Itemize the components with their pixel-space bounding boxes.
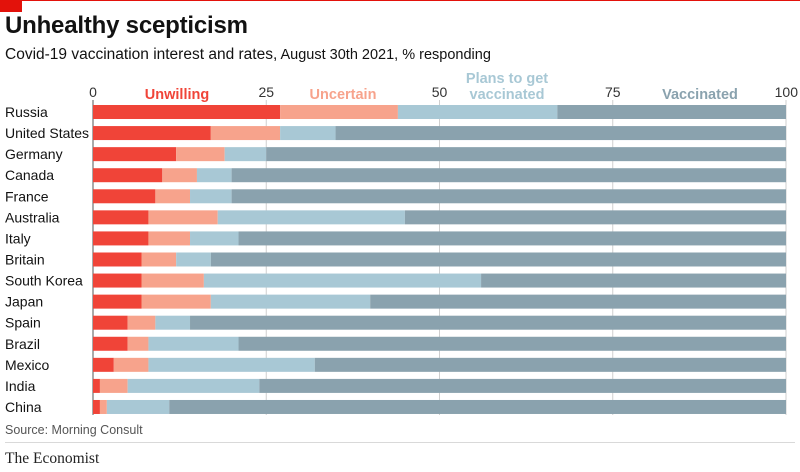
bar-segment: [404, 210, 786, 225]
bar-segment: [176, 147, 225, 162]
legend-label: Plans to get: [466, 71, 548, 87]
category-label: Britain: [5, 251, 45, 267]
bar-segment: [93, 357, 114, 372]
bar-segment: [93, 378, 100, 393]
category-label: Mexico: [5, 357, 50, 373]
category-label: Brazil: [5, 336, 40, 352]
bar-segment: [190, 315, 786, 330]
bar-segment: [127, 336, 149, 351]
bar-segment: [210, 252, 786, 267]
bar-segment: [217, 210, 405, 225]
bar-segment: [127, 315, 156, 330]
x-tick-label: 100: [775, 84, 799, 100]
bar-segment: [259, 378, 786, 393]
bar-segment: [280, 105, 398, 119]
category-label: Canada: [5, 167, 54, 183]
category-label: India: [5, 378, 36, 394]
bar-segment: [196, 168, 232, 183]
source-note: Source: Morning Consult: [5, 423, 143, 437]
category-label: Australia: [5, 209, 60, 225]
x-tick-label: 50: [432, 84, 448, 100]
bar-segment: [93, 168, 163, 183]
bar-segment: [231, 168, 787, 183]
economist-logo: The Economist: [5, 450, 100, 467]
brand-tag: [0, 0, 22, 12]
bar-segment: [231, 189, 787, 204]
bar-segment: [93, 294, 142, 309]
bar-segment: [127, 378, 260, 393]
bar-segment: [557, 105, 786, 119]
bar-segment: [481, 273, 786, 288]
legend-label: Uncertain: [310, 87, 377, 103]
bar-segment: [210, 126, 281, 141]
x-tick-label: 25: [258, 84, 274, 100]
subtitle-main: Covid-19 vaccination interest and rates,: [5, 46, 278, 63]
bar-segment: [397, 105, 558, 119]
category-label: Spain: [5, 315, 41, 331]
bar-segment: [141, 252, 177, 267]
bar-segment: [93, 210, 149, 225]
bar-segment: [224, 147, 267, 162]
category-label: United States: [5, 125, 89, 141]
category-label: South Korea: [5, 273, 83, 289]
category-label: Russia: [5, 104, 48, 120]
bar-segment: [141, 294, 211, 309]
subtitle-rest: August 30th 2021, % responding: [277, 47, 491, 63]
bar-segment: [99, 399, 107, 414]
chart-title: Unhealthy scepticism: [5, 12, 248, 39]
bar-segment: [314, 357, 786, 372]
bar-segment: [280, 126, 336, 141]
x-tick-label: 0: [89, 84, 97, 100]
bar-segment: [93, 273, 142, 288]
bar-segment: [203, 273, 482, 288]
bar-segment: [190, 189, 232, 204]
bar-segment: [93, 126, 211, 141]
category-label: Japan: [5, 294, 43, 310]
bar-segment: [190, 231, 239, 246]
chart-subtitle: Covid-19 vaccination interest and rates,…: [5, 46, 491, 64]
bar-segment: [148, 336, 239, 351]
bar-segment: [93, 147, 177, 162]
bar-segment: [141, 273, 204, 288]
bar-segment: [176, 252, 211, 267]
bar-segment: [99, 378, 128, 393]
bar-segment: [106, 399, 170, 414]
x-tick-label: 75: [605, 84, 621, 100]
bar-segment: [93, 315, 128, 330]
category-label: France: [5, 188, 49, 204]
bar-segment: [266, 147, 786, 162]
bottom-rule: [5, 442, 795, 443]
bar-segment: [155, 189, 191, 204]
bar-segment: [113, 357, 149, 372]
bar-segment: [238, 231, 786, 246]
bar-segment: [93, 105, 281, 119]
bar-segment: [93, 189, 156, 204]
bar-segment: [148, 210, 218, 225]
legend-label: vaccinated: [470, 87, 545, 103]
bar-segment: [155, 315, 191, 330]
category-label: Italy: [5, 230, 31, 246]
bar-segment: [238, 336, 786, 351]
bar-segment: [162, 168, 197, 183]
bar-segment: [370, 294, 786, 309]
bar-segment: [148, 231, 191, 246]
bar-segment: [93, 399, 100, 414]
legend-label: Vaccinated: [662, 87, 738, 103]
category-label: China: [5, 399, 42, 415]
category-label: Germany: [5, 146, 63, 162]
legend-label: Unwilling: [145, 87, 209, 103]
bar-segment: [93, 336, 128, 351]
top-rule: [0, 0, 800, 1]
bar-segment: [210, 294, 371, 309]
bar-segment: [93, 231, 149, 246]
stacked-bar-chart: 0 25 50 75 100 Russia United States Germany Cana…: [5, 71, 799, 415]
bar-segment: [335, 126, 786, 141]
bar-segment: [93, 252, 142, 267]
bar-segment: [148, 357, 315, 372]
bar-segment: [169, 399, 787, 414]
